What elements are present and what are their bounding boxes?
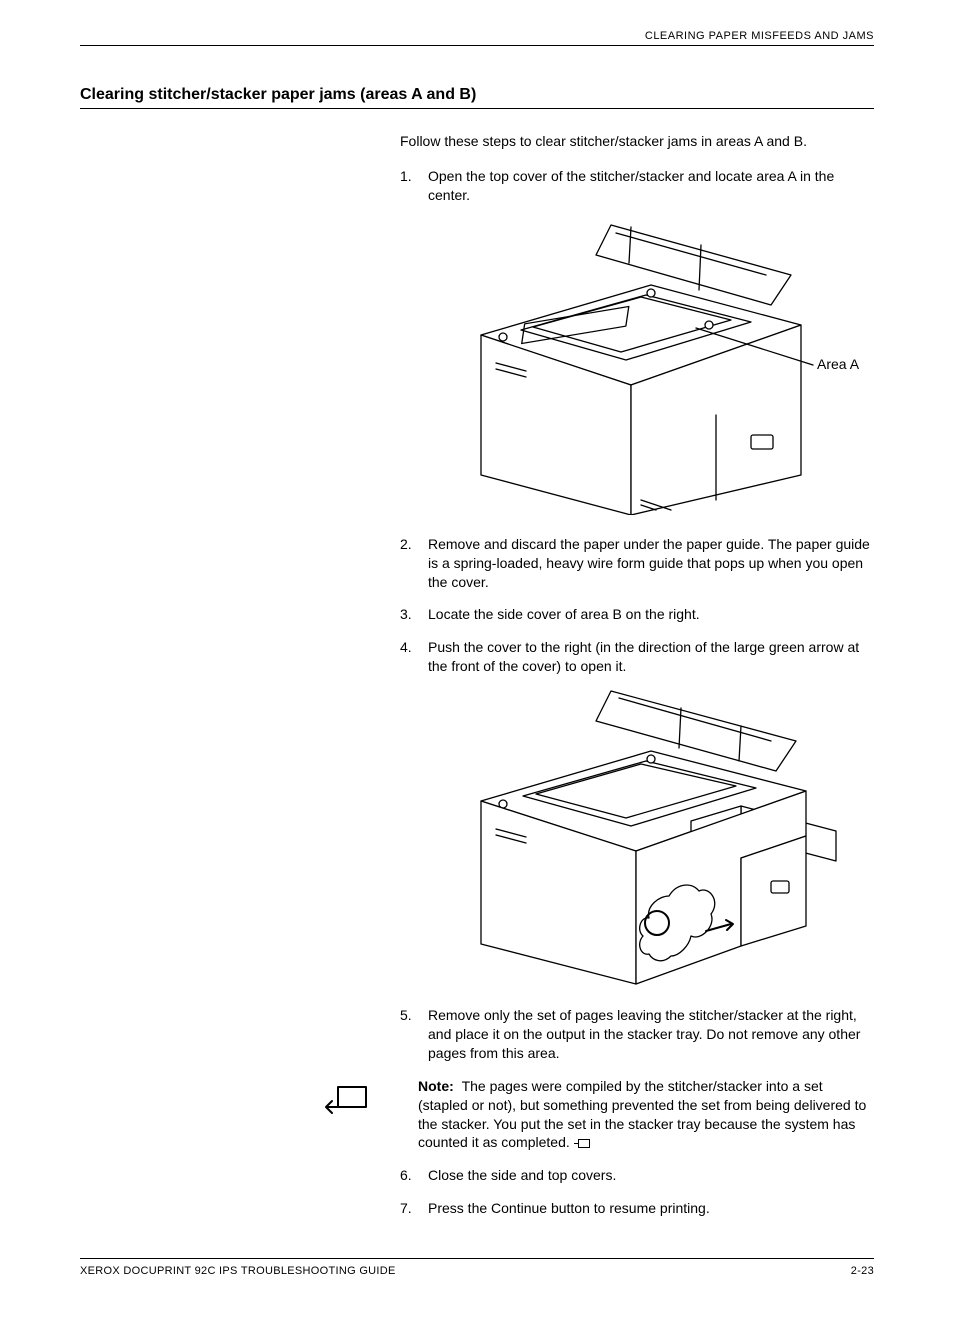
footer-right: 2-23 bbox=[851, 1265, 874, 1277]
stacker-diagram-b-icon bbox=[441, 686, 861, 986]
step-5: Remove only the set of pages leaving the… bbox=[400, 1006, 874, 1152]
step-2: Remove and discard the paper under the p… bbox=[400, 535, 874, 592]
intro-text: Follow these steps to clear stitcher/sta… bbox=[400, 133, 874, 149]
figure-area-b bbox=[428, 686, 874, 986]
step-4: Push the cover to the right (in the dire… bbox=[400, 638, 874, 986]
step-1-text: Open the top cover of the stitcher/stack… bbox=[428, 168, 834, 203]
page-footer: XEROX DOCUPRINT 92C IPS TROUBLESHOOTING … bbox=[80, 1258, 874, 1277]
step-6: Close the side and top covers. bbox=[400, 1166, 874, 1185]
steps-list: Open the top cover of the stitcher/stack… bbox=[400, 167, 874, 1218]
section-title: Clearing stitcher/stacker paper jams (ar… bbox=[80, 86, 874, 109]
content-area: Follow these steps to clear stitcher/sta… bbox=[400, 133, 874, 1218]
step-5-text: Remove only the set of pages leaving the… bbox=[428, 1007, 860, 1061]
note-icon bbox=[318, 1083, 368, 1124]
running-head-text: CLEARING PAPER MISFEEDS AND JAMS bbox=[645, 30, 874, 42]
step-4-text: Push the cover to the right (in the dire… bbox=[428, 639, 859, 674]
note-text: Note: The pages were compiled by the sti… bbox=[418, 1077, 874, 1153]
footer-left: XEROX DOCUPRINT 92C IPS TROUBLESHOOTING … bbox=[80, 1265, 396, 1277]
step-3: Locate the side cover of area B on the r… bbox=[400, 605, 874, 624]
note-block: Note: The pages were compiled by the sti… bbox=[318, 1077, 874, 1153]
note-label: Note: bbox=[418, 1078, 454, 1094]
figure-area-a: Area A bbox=[428, 215, 874, 515]
step-7: Press the Continue button to resume prin… bbox=[400, 1199, 874, 1218]
area-a-label: Area A bbox=[817, 356, 860, 372]
end-marker-icon bbox=[578, 1139, 590, 1148]
step-1: Open the top cover of the stitcher/stack… bbox=[400, 167, 874, 515]
note-body: The pages were compiled by the stitcher/… bbox=[418, 1078, 866, 1151]
running-header: CLEARING PAPER MISFEEDS AND JAMS bbox=[80, 30, 874, 46]
stacker-diagram-a-icon: Area A bbox=[441, 215, 861, 515]
